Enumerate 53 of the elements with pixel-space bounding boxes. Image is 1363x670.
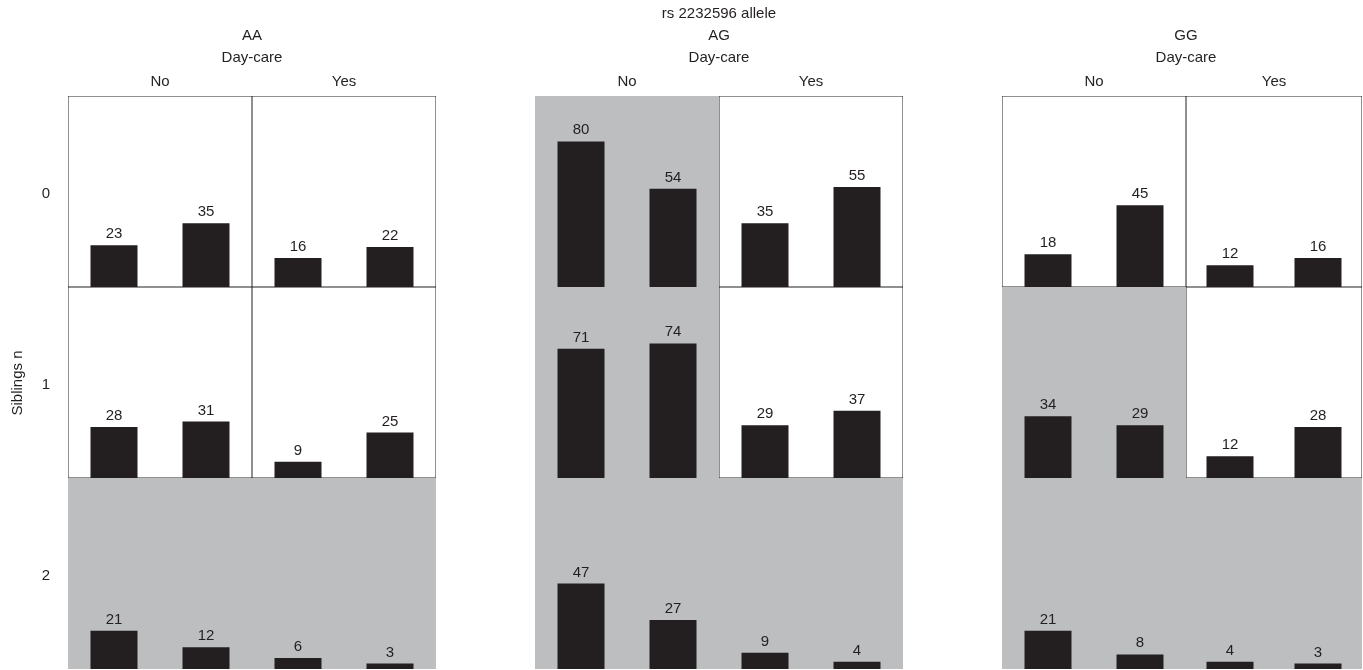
data-label: 71 [572, 327, 590, 345]
data-label: 4 [1225, 640, 1235, 658]
text: AG [708, 26, 730, 43]
data-label: 22 [381, 225, 399, 243]
data-label: 8 [1135, 633, 1145, 651]
data-label: 3 [1313, 642, 1323, 660]
x2-axis-title: Yes [798, 72, 824, 89]
data-label: 4 [852, 640, 862, 658]
text: Day-care [688, 48, 750, 65]
data-label: 35 [197, 202, 215, 220]
text: 1 [41, 374, 50, 391]
data-label: 74 [664, 322, 682, 340]
x2-axis-title: Yes [331, 72, 357, 89]
chart-title: rs 2232596 allele [661, 4, 777, 21]
data-label: 47 [572, 562, 590, 580]
text: AA [241, 26, 263, 43]
x2-axis-title: No [150, 72, 170, 89]
x2-axis-title: Yes [1261, 72, 1287, 89]
text: GG [1174, 26, 1198, 43]
data-label: 25 [381, 411, 399, 429]
data-label: 55 [848, 165, 866, 183]
text: Day-care [1155, 48, 1217, 65]
data-label: 12 [1221, 435, 1239, 453]
data-label: 29 [1131, 404, 1149, 422]
data-label: 6 [293, 637, 303, 655]
data-label: 21 [105, 609, 123, 627]
data-label: 29 [756, 404, 774, 422]
data-label: 31 [197, 400, 215, 418]
data-label: 45 [1131, 184, 1149, 202]
data-label: 12 [197, 626, 215, 644]
data-label: 3 [385, 642, 395, 660]
data-label: 12 [1221, 244, 1239, 262]
data-label: 9 [293, 440, 303, 458]
x2-axis-title: No [1084, 72, 1104, 89]
data-label: 35 [756, 202, 774, 220]
data-label: 21 [1039, 609, 1057, 627]
data-label: 37 [848, 389, 866, 407]
data-label: 16 [1309, 236, 1327, 254]
data-label: 9 [760, 631, 770, 649]
y-axis-title: Siblings n [7, 349, 25, 416]
data-label: 18 [1039, 233, 1057, 251]
text: 0 [41, 183, 50, 200]
x2-axis-title: No [617, 72, 637, 89]
data-label: 54 [664, 167, 682, 185]
data-label: 28 [105, 406, 123, 424]
data-label: 27 [664, 598, 682, 616]
text: 2 [41, 565, 50, 582]
text: Day-care [221, 48, 283, 65]
data-label: 34 [1039, 395, 1057, 413]
data-label: 16 [289, 236, 307, 254]
data-label: 23 [105, 224, 123, 242]
data-label: 28 [1309, 406, 1327, 424]
data-label: 80 [572, 120, 590, 138]
